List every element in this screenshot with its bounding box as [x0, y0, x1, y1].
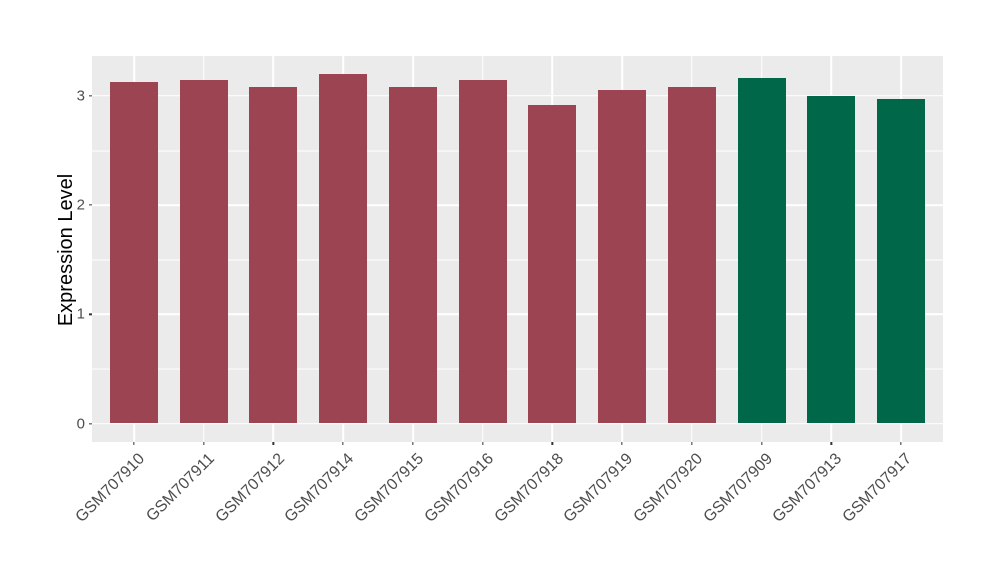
major-gridline [92, 95, 943, 97]
y-axis-tick [89, 204, 92, 206]
bar [388, 87, 437, 424]
bar [110, 81, 158, 424]
minor-gridline [92, 259, 943, 261]
bar [807, 95, 856, 424]
x-tick-label: GSM707920 [630, 450, 707, 526]
y-tick-label: 1 [76, 305, 85, 323]
bar [319, 74, 368, 424]
x-tick-label: GSM707915 [351, 450, 428, 526]
x-tick-label: GSM707918 [491, 450, 567, 526]
x-axis-tick [551, 442, 554, 445]
x-axis-tick [830, 442, 832, 445]
y-axis-tick [89, 313, 92, 315]
bar [877, 99, 925, 424]
y-axis-title: Expression Level [55, 173, 77, 327]
bar [458, 79, 507, 424]
x-axis-tick [412, 442, 414, 445]
x-tick-label: GSM707914 [281, 450, 358, 526]
x-tick-label: GSM707912 [212, 450, 288, 526]
x-tick-label: GSM707909 [700, 450, 776, 526]
bar [667, 87, 716, 424]
x-axis-tick [691, 442, 693, 445]
x-tick-label: GSM707916 [421, 450, 497, 526]
x-axis-tick [272, 442, 275, 445]
bar [528, 104, 577, 424]
major-gridline [92, 422, 943, 425]
bar [249, 87, 298, 424]
bar [179, 79, 228, 424]
x-axis-tick [900, 442, 902, 445]
chart-panel: 0 1 2 3 GSM707910 GSM707911 GSM707912 GSM707914… [73, 56, 943, 526]
bar [598, 90, 647, 424]
x-axis-tick [203, 442, 205, 445]
major-gridline [92, 204, 943, 206]
x-axis-tick [133, 442, 135, 445]
y-axis-tick [89, 95, 92, 97]
y-tick-label: 0 [76, 415, 85, 432]
y-tick-label: 2 [76, 196, 85, 214]
y-tick-label: 3 [76, 87, 85, 105]
minor-gridline [92, 368, 943, 370]
x-axis-tick [760, 442, 763, 445]
major-gridline [92, 313, 943, 316]
x-tick-label: GSM707911 [143, 450, 219, 526]
x-tick-label: GSM707919 [560, 450, 637, 526]
minor-gridline [92, 150, 943, 151]
y-axis-tick [89, 422, 92, 425]
bar [737, 78, 786, 424]
x-tick-label: GSM707913 [770, 450, 846, 526]
x-axis-tick [621, 442, 623, 445]
x-axis-tick [481, 442, 484, 445]
x-tick-label: GSM707917 [839, 450, 916, 526]
x-axis-tick [342, 442, 344, 445]
x-tick-label: GSM707910 [72, 450, 149, 526]
